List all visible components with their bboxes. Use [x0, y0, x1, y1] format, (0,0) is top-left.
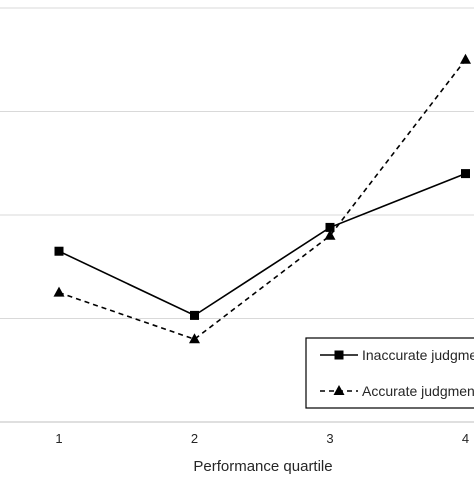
series-0 — [54, 169, 470, 320]
data-point-square — [334, 350, 344, 360]
data-point-square — [461, 169, 470, 179]
series-line — [58, 172, 466, 317]
data-point-square — [190, 310, 199, 320]
data-point-triangle — [189, 333, 200, 344]
x-axis-title: Performance quartile — [193, 458, 332, 474]
data-point-square — [325, 222, 335, 232]
series-1 — [53, 53, 471, 344]
data-point-triangle — [333, 385, 345, 395]
x-tick-label: 1 — [55, 431, 62, 446]
x-tick-label: 4 — [462, 431, 469, 446]
legend: Inaccurate judgment Accurate judgment — [305, 337, 474, 409]
gridlines — [0, 7, 474, 319]
x-axis: 1 2 3 4 — [0, 421, 474, 446]
series-line — [58, 59, 467, 341]
series-lines — [53, 53, 471, 344]
legend-box — [305, 337, 474, 409]
legend-label: Inaccurate judgment — [362, 347, 474, 363]
x-tick-label: 2 — [191, 431, 198, 446]
legend-label: Accurate judgment — [362, 383, 474, 399]
data-point-triangle — [324, 229, 336, 240]
data-point-triangle — [460, 53, 471, 64]
data-point-triangle — [53, 286, 65, 297]
data-point-square — [54, 246, 64, 256]
x-tick-label: 3 — [326, 431, 333, 446]
